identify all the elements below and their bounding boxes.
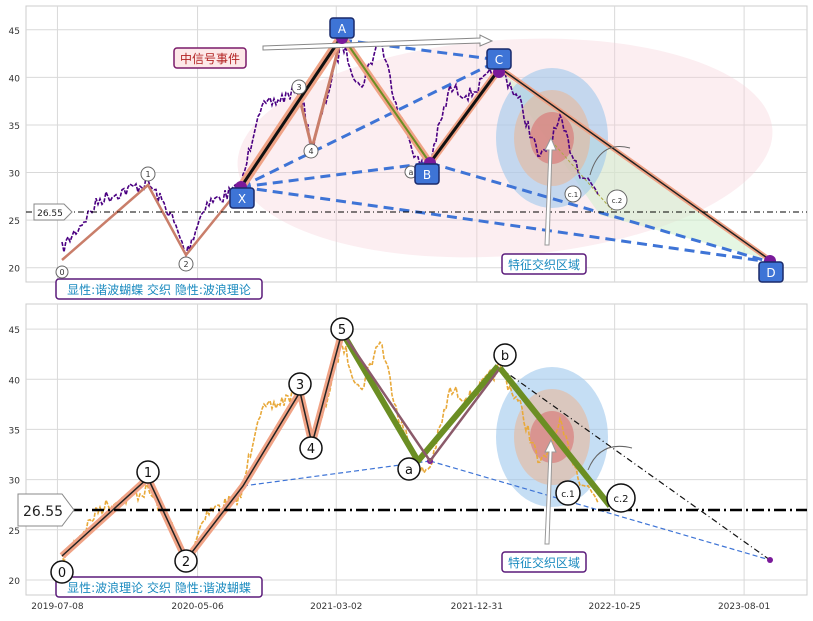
bottom-legend: 显性:波浪理论 交织 隐性:谐波蝴蝶: [55, 576, 263, 598]
svg-text:c.1: c.1: [561, 490, 575, 500]
y-tick-label: 35: [9, 122, 20, 132]
y-tick-label: 45: [9, 27, 20, 37]
svg-text:X: X: [238, 192, 246, 206]
svg-text:1: 1: [145, 170, 150, 179]
marker-c: C: [486, 48, 512, 78]
top-harmonic-legs: [237, 33, 772, 263]
top-wave-segments: [61, 183, 242, 261]
svg-text:A: A: [338, 22, 347, 36]
bottom-wave-label-c2: c.2: [606, 483, 636, 513]
top-legend: 显性:谐波蝴蝶 交织 隐性:波浪理论: [55, 278, 263, 300]
svg-text:4: 4: [308, 147, 313, 156]
top-zone-label: 特征交织区域: [508, 257, 580, 272]
y-tick-label: 20: [9, 577, 21, 587]
svg-text:b: b: [501, 349, 509, 364]
top-arc: [589, 146, 631, 176]
top-wave-label-0: 0: [55, 265, 69, 279]
top-wave-label-3: 3: [291, 79, 307, 95]
y-tick-label: 20: [9, 265, 21, 275]
bottom-wave-label-0: 0: [50, 560, 74, 584]
x-tick-label: 2019-07-08: [31, 602, 84, 612]
x-tick-label: 2023-08-01: [718, 602, 770, 612]
svg-text:2: 2: [182, 555, 190, 570]
top-wave-label-c1: c.1: [564, 185, 582, 203]
bottom-wave-label-1: 1: [136, 460, 160, 484]
x-tick-label: 2021-12-31: [451, 602, 503, 612]
bottom-wave-label-5: 5: [330, 317, 354, 341]
marker-d: D: [758, 255, 784, 283]
bottom-legend-label: 显性:波浪理论 交织 隐性:谐波蝴蝶: [67, 580, 251, 595]
svg-text:0: 0: [59, 268, 64, 277]
bottom-zone-label: 特征交织区域: [508, 555, 580, 570]
y-tick-label: 30: [9, 170, 21, 180]
top-y-tick-labels: 20 25 30 35 40 45: [9, 27, 21, 275]
svg-text:c.2: c.2: [613, 494, 628, 505]
svg-text:3: 3: [296, 83, 301, 92]
svg-text:c.1: c.1: [568, 191, 579, 199]
bottom-reference-tag: 26.55: [17, 493, 75, 527]
svg-text:c.2: c.2: [612, 197, 623, 205]
top-price-series: [61, 41, 599, 257]
bottom-wave-label-3: 3: [288, 372, 312, 396]
svg-text:3: 3: [296, 378, 304, 393]
top-wave-label-1: 1: [140, 166, 156, 182]
bottom-wave-label-a: a: [397, 457, 421, 481]
bottom-wave-labels: 0 1 2 3 4 5 a b c.1 c.2: [50, 317, 636, 584]
top-dash-leg: [554, 144, 613, 211]
bottom-plot-frame: [25, 303, 808, 596]
top-reference-tag: 26.55: [33, 203, 73, 221]
top-wave-label-c2: c.2: [606, 189, 628, 211]
bottom-wave-label-c1: c.1: [555, 480, 581, 506]
bottom-x-tick-labels: 2019-07-08 2020-05-06 2021-03-02 2021-12-31…: [31, 602, 770, 612]
top-signal-label: 中信号事件: [180, 51, 240, 66]
top-wave-label-4: 4: [303, 143, 319, 159]
svg-text:5: 5: [338, 323, 346, 338]
svg-text:1: 1: [144, 466, 152, 481]
top-reference-label: 26.55: [37, 209, 63, 219]
bottom-reference-label: 26.55: [23, 504, 63, 520]
svg-text:2: 2: [183, 260, 188, 269]
y-tick-label: 25: [9, 217, 20, 227]
svg-text:D: D: [766, 266, 775, 280]
y-tick-label: 45: [9, 326, 20, 336]
y-tick-label: 40: [9, 376, 21, 386]
svg-text:0: 0: [58, 566, 66, 581]
x-tick-label: 2021-03-02: [310, 602, 362, 612]
bottom-arc: [587, 445, 633, 471]
top-legend-label: 显性:谐波蝴蝶 交织 隐性:波浪理论: [67, 282, 251, 297]
bottom-wave-label-2: 2: [174, 549, 198, 573]
bottom-y-tick-labels: 20 25 30 35 40 45: [9, 326, 21, 587]
svg-text:C: C: [495, 53, 503, 67]
x-tick-label: 2022-10-25: [588, 602, 640, 612]
y-tick-label: 35: [9, 426, 20, 436]
y-tick-label: 25: [9, 527, 20, 537]
bottom-zone-callout: 特征交织区域: [501, 438, 587, 573]
marker-b: B: [414, 157, 440, 185]
y-tick-label: 30: [9, 477, 21, 487]
svg-text:4: 4: [307, 442, 315, 457]
y-tick-label: 40: [9, 74, 21, 84]
top-signal-callout: 中信号事件: [173, 34, 494, 69]
svg-text:B: B: [423, 168, 431, 182]
svg-text:a: a: [409, 168, 414, 177]
bottom-wave-label-b: b: [493, 343, 517, 367]
bottom-wave-label-4: 4: [299, 436, 323, 460]
top-pattern-markers: X A B C D: [229, 17, 784, 283]
top-zone-callout: 特征交织区域: [501, 136, 587, 275]
top-wave-labels: 0 1 2 3 4 a c.1 c.2: [55, 79, 628, 279]
top-wave-label-2: 2: [178, 256, 194, 272]
svg-text:a: a: [405, 463, 413, 478]
marker-a: A: [329, 17, 355, 44]
marker-x: X: [229, 181, 255, 209]
x-tick-label: 2020-05-06: [171, 602, 224, 612]
